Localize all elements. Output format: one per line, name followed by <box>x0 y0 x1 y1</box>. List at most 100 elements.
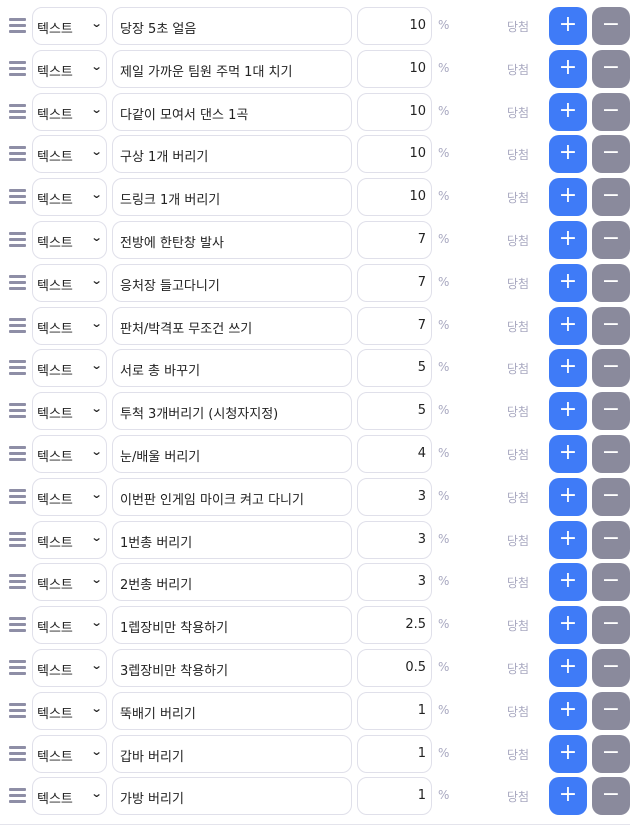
type-select[interactable]: 텍스트 ⌄ <box>32 734 107 773</box>
drag-handle-icon[interactable] <box>9 659 26 676</box>
add-item-button[interactable]: + <box>549 691 587 730</box>
drag-handle-icon[interactable] <box>9 231 26 248</box>
remove-item-button[interactable]: − <box>592 306 630 345</box>
item-text-input[interactable]: 응처장 들고다니기 <box>112 263 352 302</box>
remove-item-button[interactable]: − <box>592 392 630 431</box>
percent-input[interactable]: 10 <box>357 7 432 45</box>
remove-item-button[interactable]: − <box>592 263 630 302</box>
item-text-input[interactable]: 가방 버리기 <box>112 777 352 816</box>
add-item-button[interactable]: + <box>549 777 587 816</box>
percent-input[interactable]: 4 <box>357 434 432 473</box>
remove-item-button[interactable]: − <box>592 691 630 730</box>
item-text-input[interactable]: 구상 1개 버리기 <box>112 135 352 174</box>
type-select[interactable]: 텍스트 ⌄ <box>32 520 107 559</box>
add-item-button[interactable]: + <box>549 92 587 131</box>
percent-input[interactable]: 5 <box>357 392 432 431</box>
add-item-button[interactable]: + <box>549 349 587 388</box>
item-text-input[interactable]: 서로 총 바꾸기 <box>112 349 352 388</box>
type-select[interactable]: 텍스트 ⌄ <box>32 178 107 217</box>
percent-input[interactable]: 7 <box>357 306 432 345</box>
percent-input[interactable]: 10 <box>357 49 432 88</box>
percent-input[interactable]: 7 <box>357 263 432 302</box>
add-item-button[interactable]: + <box>549 135 587 174</box>
remove-item-button[interactable]: − <box>592 648 630 687</box>
item-text-input[interactable]: 투척 3개버리기 (시청자지정) <box>112 392 352 431</box>
drag-handle-icon[interactable] <box>9 360 26 376</box>
drag-handle-icon[interactable] <box>9 189 26 205</box>
type-select[interactable]: 텍스트 ⌄ <box>32 306 107 345</box>
drag-handle-icon[interactable] <box>9 574 26 590</box>
item-text-input[interactable]: 뚝배기 버리기 <box>112 691 352 730</box>
percent-input[interactable]: 10 <box>357 92 432 131</box>
type-select[interactable]: 텍스트 ⌄ <box>32 563 107 602</box>
type-select[interactable]: 텍스트 ⌄ <box>32 392 107 431</box>
type-select[interactable]: 텍스트 ⌄ <box>32 434 107 473</box>
drag-handle-icon[interactable] <box>9 274 26 291</box>
percent-input[interactable]: 0.5 <box>357 648 432 687</box>
item-text-input[interactable]: 드링크 1개 버리기 <box>112 178 352 217</box>
add-item-button[interactable]: + <box>549 520 587 559</box>
type-select[interactable]: 텍스트 ⌄ <box>32 477 107 516</box>
item-text-input[interactable]: 판처/박격포 무조건 쓰기 <box>112 306 352 345</box>
type-select[interactable]: 텍스트 ⌄ <box>32 49 107 88</box>
type-select[interactable]: 텍스트 ⌄ <box>32 220 107 259</box>
add-item-button[interactable]: + <box>549 563 587 602</box>
add-item-button[interactable]: + <box>549 220 587 259</box>
add-item-button[interactable]: + <box>549 306 587 345</box>
percent-input[interactable]: 7 <box>357 220 432 259</box>
drag-handle-icon[interactable] <box>9 18 26 34</box>
drag-handle-icon[interactable] <box>9 60 26 77</box>
remove-item-button[interactable]: − <box>592 7 630 45</box>
item-text-input[interactable]: 3렙장비만 착용하기 <box>112 648 352 687</box>
item-text-input[interactable]: 전방에 한탄창 발사 <box>112 220 352 259</box>
drag-handle-icon[interactable] <box>9 617 26 633</box>
drag-handle-icon[interactable] <box>9 403 26 419</box>
remove-item-button[interactable]: − <box>592 734 630 773</box>
drag-handle-icon[interactable] <box>9 317 26 334</box>
remove-item-button[interactable]: − <box>592 606 630 645</box>
percent-input[interactable]: 1 <box>357 691 432 730</box>
type-select[interactable]: 텍스트 ⌄ <box>32 135 107 174</box>
add-item-button[interactable]: + <box>549 392 587 431</box>
drag-handle-icon[interactable] <box>9 445 26 462</box>
percent-input[interactable]: 3 <box>357 563 432 602</box>
drag-handle-icon[interactable] <box>9 788 26 804</box>
remove-item-button[interactable]: − <box>592 520 630 559</box>
type-select[interactable]: 텍스트 ⌄ <box>32 777 107 816</box>
remove-item-button[interactable]: − <box>592 777 630 816</box>
type-select[interactable]: 텍스트 ⌄ <box>32 263 107 302</box>
type-select[interactable]: 텍스트 ⌄ <box>32 691 107 730</box>
percent-input[interactable]: 3 <box>357 520 432 559</box>
add-item-button[interactable]: + <box>549 606 587 645</box>
item-text-input[interactable]: 당장 5초 얼음 <box>112 7 352 45</box>
type-select[interactable]: 텍스트 ⌄ <box>32 92 107 131</box>
type-select[interactable]: 텍스트 ⌄ <box>32 606 107 645</box>
type-select[interactable]: 텍스트 ⌄ <box>32 349 107 388</box>
item-text-input[interactable]: 1번총 버리기 <box>112 520 352 559</box>
remove-item-button[interactable]: − <box>592 135 630 174</box>
percent-input[interactable]: 1 <box>357 777 432 816</box>
percent-input[interactable]: 1 <box>357 734 432 773</box>
add-item-button[interactable]: + <box>549 7 587 45</box>
item-text-input[interactable]: 제일 가까운 팀원 주먹 1대 치기 <box>112 49 352 88</box>
remove-item-button[interactable]: − <box>592 49 630 88</box>
percent-input[interactable]: 10 <box>357 135 432 174</box>
add-item-button[interactable]: + <box>549 49 587 88</box>
type-select[interactable]: 텍스트 ⌄ <box>32 648 107 687</box>
item-text-input[interactable]: 1렙장비만 착용하기 <box>112 606 352 645</box>
remove-item-button[interactable]: − <box>592 92 630 131</box>
add-item-button[interactable]: + <box>549 734 587 773</box>
drag-handle-icon[interactable] <box>9 488 26 505</box>
remove-item-button[interactable]: − <box>592 349 630 388</box>
remove-item-button[interactable]: − <box>592 477 630 516</box>
add-item-button[interactable]: + <box>549 477 587 516</box>
percent-input[interactable]: 5 <box>357 349 432 388</box>
percent-input[interactable]: 2.5 <box>357 606 432 645</box>
item-text-input[interactable]: 다같이 모여서 댄스 1곡 <box>112 92 352 131</box>
drag-handle-icon[interactable] <box>9 103 26 120</box>
drag-handle-icon[interactable] <box>9 531 26 548</box>
remove-item-button[interactable]: − <box>592 434 630 473</box>
remove-item-button[interactable]: − <box>592 178 630 217</box>
remove-item-button[interactable]: − <box>592 563 630 602</box>
percent-input[interactable]: 10 <box>357 178 432 217</box>
